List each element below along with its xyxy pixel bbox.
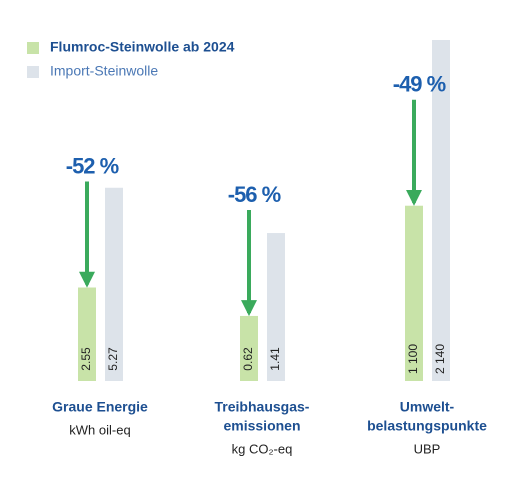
value-label: 0.62 <box>241 347 255 371</box>
annotation: -56 % <box>228 182 281 207</box>
group-title: Treibhausgas- <box>215 399 310 415</box>
bar <box>405 205 423 381</box>
value-label: 5.27 <box>106 347 120 371</box>
legend-text: Flumroc-Steinwolle ab 2024 <box>50 39 235 55</box>
group-unit: kWh oil-eq <box>69 422 130 437</box>
value-label: 2.55 <box>79 347 93 371</box>
value-label: 1.41 <box>268 347 282 371</box>
annotation: -52 % <box>66 153 119 178</box>
bar <box>105 187 123 381</box>
bar <box>267 233 285 381</box>
group-title: emissionen <box>223 418 300 434</box>
legend-swatch <box>27 66 39 78</box>
group-title: Umwelt- <box>400 399 455 415</box>
bar <box>78 287 96 381</box>
value-label: 2 140 <box>433 344 447 374</box>
group-title: Graue Energie <box>52 399 148 415</box>
legend-text: Import-Steinwolle <box>50 63 158 79</box>
bar <box>240 315 258 381</box>
annotation: -49 % <box>393 72 446 97</box>
bar <box>432 40 450 381</box>
group-unit: kg CO₂-eq <box>232 441 293 456</box>
group-title: belastungspunkte <box>367 418 487 434</box>
group-unit: UBP <box>414 441 441 456</box>
legend-swatch <box>27 42 39 54</box>
value-label: 1 100 <box>406 344 420 374</box>
